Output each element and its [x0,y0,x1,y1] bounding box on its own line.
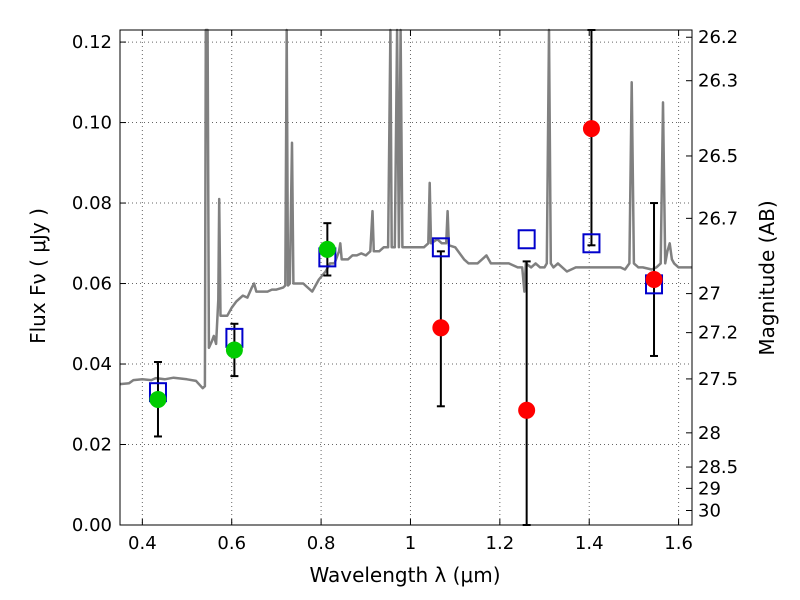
model-flux-square [582,233,601,254]
photometry-point [582,120,600,138]
y-tick-label: 0.04 [72,354,112,375]
right-tick-label: 28.5 [698,457,738,478]
right-tick-label: 26.7 [698,208,738,229]
tick-layer: 0.4 0.6 0.8 1 1.2 1.4 1.6 0.00 0.02 0.04 0.06 0.08 0… [72,27,738,554]
spectrum-layer [119,28,692,390]
y-tick-label: 0.12 [72,32,112,53]
y-tick-label: 0.10 [72,113,112,134]
right-tick-label: 26.5 [698,146,738,167]
x-tick-label: 1.6 [664,533,693,554]
plot-frame [119,29,693,526]
x-tick-label: 1.4 [575,533,604,554]
right-tick-label: 27 [698,284,721,305]
x-tick-label: 1 [405,533,416,554]
y-tick-label: 0.08 [72,193,112,214]
x-axis-label: Wavelength λ (μm) [309,563,500,587]
right-tick-label: 26.3 [698,71,738,92]
y-tick-label: 0.02 [72,435,112,456]
right-tick-label: 26.2 [698,27,738,48]
photometry-point [432,319,450,337]
photometry-point [318,240,336,258]
errorbar-layer [153,29,659,526]
right-tick-label: 27.2 [698,323,738,344]
right-axis-label: Magnitude (AB) [755,200,779,355]
right-tick-label: 28 [698,423,721,444]
x-tick-label: 1.2 [486,533,515,554]
photometry-point [645,271,663,289]
right-tick-label: 27.5 [698,369,738,390]
model-flux-square [431,237,450,258]
right-tick-label: 29 [698,478,721,499]
right-tick-label: 30 [698,501,721,522]
marker-layer [148,120,664,419]
spectrum-line [119,28,692,390]
y-tick-label: 0.00 [72,515,112,536]
x-tick-label: 0.4 [128,533,157,554]
photometry-point [225,341,243,359]
x-tick-label: 0.6 [217,533,246,554]
model-flux-square [517,229,536,250]
x-tick-label: 0.8 [307,533,336,554]
y-axis-label: Flux Fν ( μJy ) [26,208,50,344]
photometry-point [518,401,536,419]
photometry-point [149,390,167,408]
y-tick-label: 0.06 [72,274,112,295]
